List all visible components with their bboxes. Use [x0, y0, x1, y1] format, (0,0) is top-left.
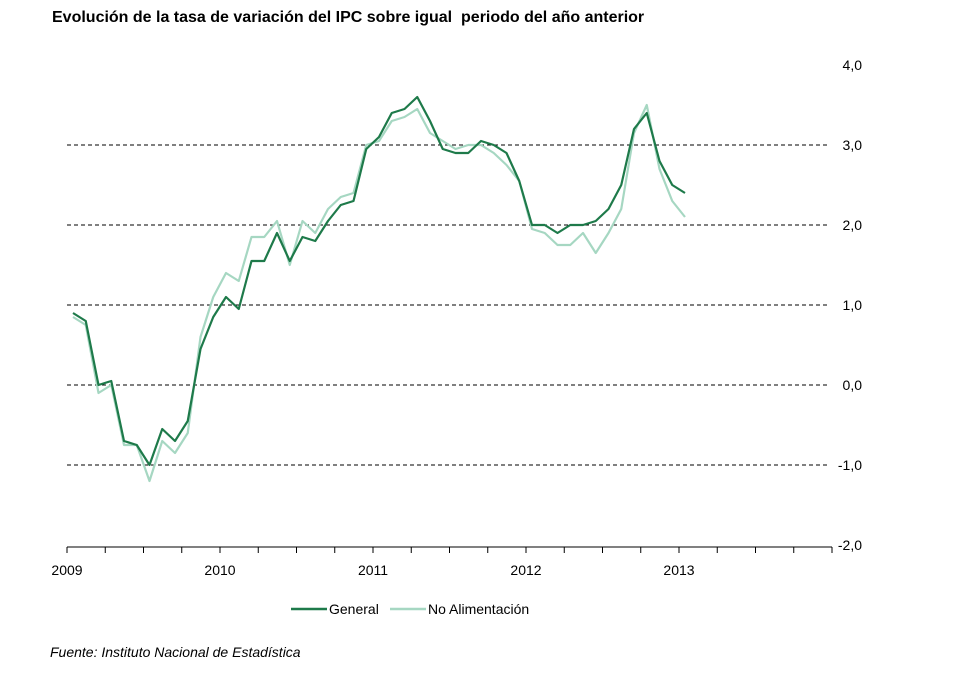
y-tick-label: 1,0	[843, 297, 863, 313]
x-tick-label: 2011	[358, 562, 388, 578]
legend-no-alimentacion: No Alimentación	[390, 601, 529, 617]
y-tick-label: 0,0	[843, 377, 863, 393]
y-tick-label: 3,0	[843, 137, 863, 153]
legend-label: General	[329, 601, 379, 617]
x-axis	[66, 546, 833, 553]
legend-label: No Alimentación	[428, 601, 529, 617]
y-tick-label: 2,0	[843, 217, 863, 233]
x-tick-label: 2012	[510, 562, 541, 578]
y-tick-label: 4,0	[843, 57, 863, 73]
gridlines	[67, 144, 830, 466]
legend-general: General	[291, 601, 379, 617]
x-tick-label: 2009	[51, 562, 82, 578]
y-tick-label: -1,0	[838, 457, 862, 473]
y-tick-labels: -2,0 -1,0 0,0 1,0 2,0 3,0 4,0	[838, 57, 862, 553]
x-tick-label: 2013	[663, 562, 694, 578]
series-lines	[72, 95, 686, 483]
y-tick-label: -2,0	[838, 537, 862, 553]
x-tick-labels: 2009 2010 2011 2012 2013	[51, 562, 694, 578]
legend: General No Alimentación	[291, 601, 529, 617]
source-note: Fuente: Instituto Nacional de Estadístic…	[50, 644, 301, 660]
series-line-general	[72, 95, 686, 467]
x-tick-label: 2010	[204, 562, 235, 578]
series-line-no-alimentacion	[72, 103, 686, 483]
chart-title: Evolución de la tasa de variación del IP…	[52, 9, 645, 26]
